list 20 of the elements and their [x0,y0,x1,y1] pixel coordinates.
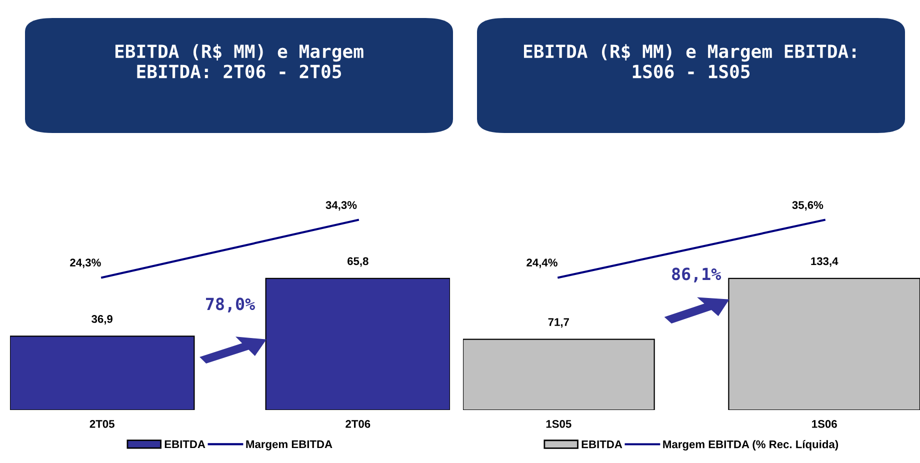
data-label: 65,8 [348,257,368,267]
data-label: 24,4% [526,258,558,268]
legend-label: Margem EBITDA (% Rec. Líquida) [663,440,838,451]
data-label: 24,3% [70,258,101,268]
data-label: 133,4 [811,257,838,267]
x-tick-label: 1S05 [546,420,572,428]
legend-label: EBITDA [582,440,622,448]
data-label: 36,9 [92,315,112,325]
x-tick-label: 1S06 [812,420,837,428]
legend-label: EBITDA [164,440,206,448]
chart-title: EBITDA (R$ MM) e Margem EBITDA: 1S06 - 1S05 [524,44,856,78]
annotation: 78,0% [206,298,255,312]
x-tick-label: 2T06 [346,420,370,428]
data-label: 71,7 [548,318,569,328]
data-label: 34,3% [326,201,357,211]
legend-label: Margem EBITDA [246,440,332,450]
x-tick-label: 2T05 [90,420,114,428]
annotation: 86,1% [672,268,722,282]
data-label: 35,6% [792,201,824,211]
chart-title: EBITDA (R$ MM) e Margem EBITDA: 2T06 - 2T05 [115,44,364,78]
